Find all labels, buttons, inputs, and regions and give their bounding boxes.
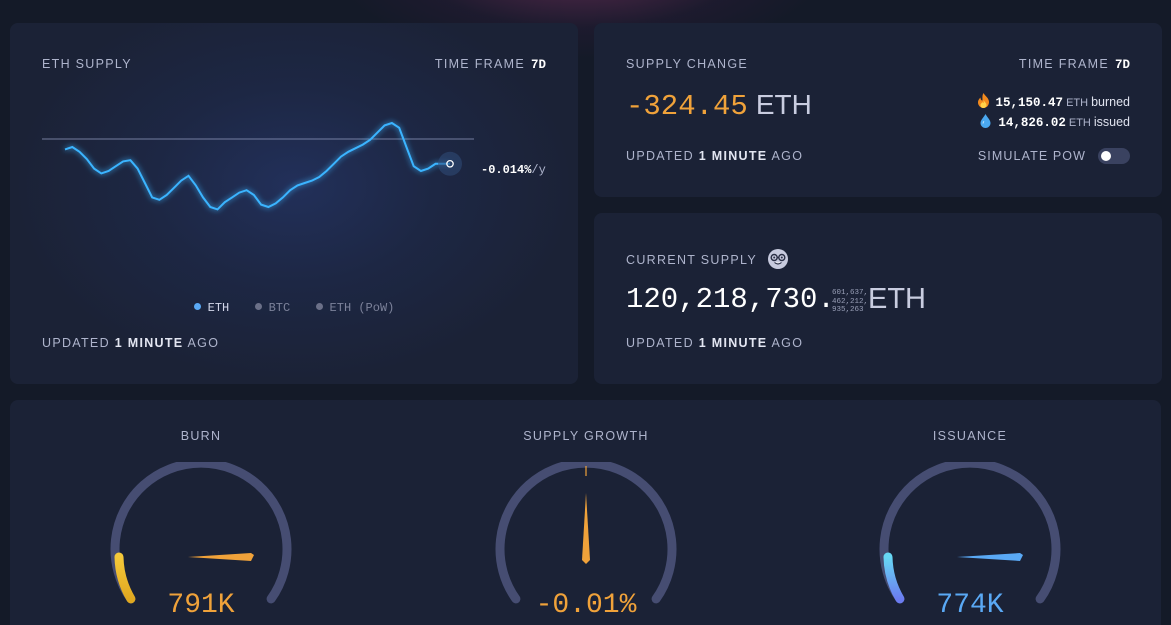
supply-change-card: SUPPLY CHANGE TIME FRAME 7d -324.45 ETH 15… xyxy=(594,23,1162,197)
burn-gauge-value: 791K xyxy=(167,590,235,621)
issued-unit: ETH xyxy=(1068,117,1091,129)
supply-change-amount: -324.45 xyxy=(626,90,748,123)
burn-gauge-label: BURN xyxy=(180,429,222,443)
supply-growth-gauge-label: SUPPLY GROWTH xyxy=(523,429,649,443)
gauge-track xyxy=(110,462,292,604)
eth-supply-chart[interactable]: -0.014%/y xyxy=(10,83,578,343)
legend-eth-dot xyxy=(193,303,201,310)
burned-stat: 15,150.47 ETH burned xyxy=(977,93,1130,110)
burned-unit: ETH xyxy=(1066,97,1089,109)
legend-eth-pow-dot xyxy=(315,303,323,310)
legend-eth-pow[interactable]: ETH (PoW) xyxy=(315,301,394,315)
supply-growth-gauge-value: -0.01% xyxy=(535,590,637,621)
current-supply-title: CURRENT SUPPLY xyxy=(626,249,788,269)
time-frame-value[interactable]: 7d xyxy=(530,58,546,72)
current-supply-updated: UPDATED 1 MINUTE AGO xyxy=(626,336,804,350)
eth-supply-card: ETH SUPPLY TIME FRAME 7d -0.014%/y ETH BT… xyxy=(10,23,578,384)
eth-series-line xyxy=(64,121,450,211)
fraction-line-2: 462,212, xyxy=(832,297,869,306)
burned-word: burned xyxy=(1091,95,1130,109)
legend-eth[interactable]: ETH xyxy=(193,301,229,315)
issuance-gauge-label: ISSUANCE xyxy=(932,429,1008,443)
supply-change-title: SUPPLY CHANGE xyxy=(626,57,749,71)
supply-growth-gauge-dial xyxy=(495,462,677,604)
burn-gauge-dial xyxy=(110,462,292,604)
end-marker-dot xyxy=(446,159,454,168)
simulate-pow-label: SIMULATE PoW xyxy=(977,149,1086,163)
gauge-needle xyxy=(582,493,590,564)
burn-gauge: BURN 791K xyxy=(51,400,351,625)
gauge-fill xyxy=(883,552,905,604)
issuance-gauge-value: 774K xyxy=(936,590,1004,621)
current-supply-value: 120,218,730. xyxy=(626,283,835,316)
issuance-gauge: ISSUANCE 774K xyxy=(820,400,1120,625)
fraction-line-1: 601,637, xyxy=(832,289,869,297)
simulate-pow-toggle[interactable] xyxy=(1098,148,1130,164)
fraction-line-3: 935,263 xyxy=(832,306,864,314)
burned-value: 15,150.47 xyxy=(995,96,1064,110)
droplet-icon xyxy=(980,114,991,128)
current-supply-card: CURRENT SUPPLY 120,218,730. 601,637, 462… xyxy=(594,213,1162,384)
issued-word: issued xyxy=(1093,115,1130,129)
gauge-fill xyxy=(114,552,136,604)
toggle-knob xyxy=(1101,151,1111,161)
supply-change-updated: UPDATED 1 MINUTE AGO xyxy=(626,149,804,163)
eth-supply-title: ETH SUPPLY xyxy=(42,57,132,71)
gauge-track xyxy=(495,462,677,604)
supply-change-unit: ETH xyxy=(755,89,812,120)
time-frame-value[interactable]: 7d xyxy=(1114,58,1130,72)
gauges-card: BURN 791K SUPPLY GROWTH -0.01% ISSUANCE xyxy=(10,400,1161,625)
issued-value: 14,826.02 xyxy=(998,116,1066,130)
gauge-track xyxy=(879,462,1061,604)
chart-legend: ETH BTC ETH (PoW) xyxy=(10,300,578,315)
legend-btc[interactable]: BTC xyxy=(254,301,290,315)
eth-supply-time-frame[interactable]: TIME FRAME 7d xyxy=(435,57,546,72)
nerd-face-icon xyxy=(767,249,788,269)
supply-change-time-frame[interactable]: TIME FRAME 7d xyxy=(1019,57,1130,72)
supply-rate-label: -0.014%/y xyxy=(481,163,546,177)
fire-icon xyxy=(977,93,989,108)
supply-change-value: -324.45 ETH xyxy=(626,89,812,123)
current-supply-fraction: 601,637, 462,212, 935,263 xyxy=(832,289,868,315)
supply-growth-gauge: SUPPLY GROWTH -0.01% xyxy=(436,400,736,625)
issuance-gauge-dial xyxy=(879,462,1061,604)
time-frame-label: TIME FRAME xyxy=(434,57,525,71)
legend-btc-dot xyxy=(254,303,262,310)
time-frame-label: TIME FRAME xyxy=(1018,57,1109,71)
issued-stat: 14,826.02 ETH issued xyxy=(980,114,1130,130)
current-supply-unit: ETH xyxy=(868,283,926,315)
gauge-needle xyxy=(188,553,254,561)
end-marker-halo xyxy=(438,151,462,176)
eth-supply-updated: UPDATED 1 MINUTE AGO xyxy=(42,336,220,350)
gauge-needle xyxy=(957,553,1023,561)
